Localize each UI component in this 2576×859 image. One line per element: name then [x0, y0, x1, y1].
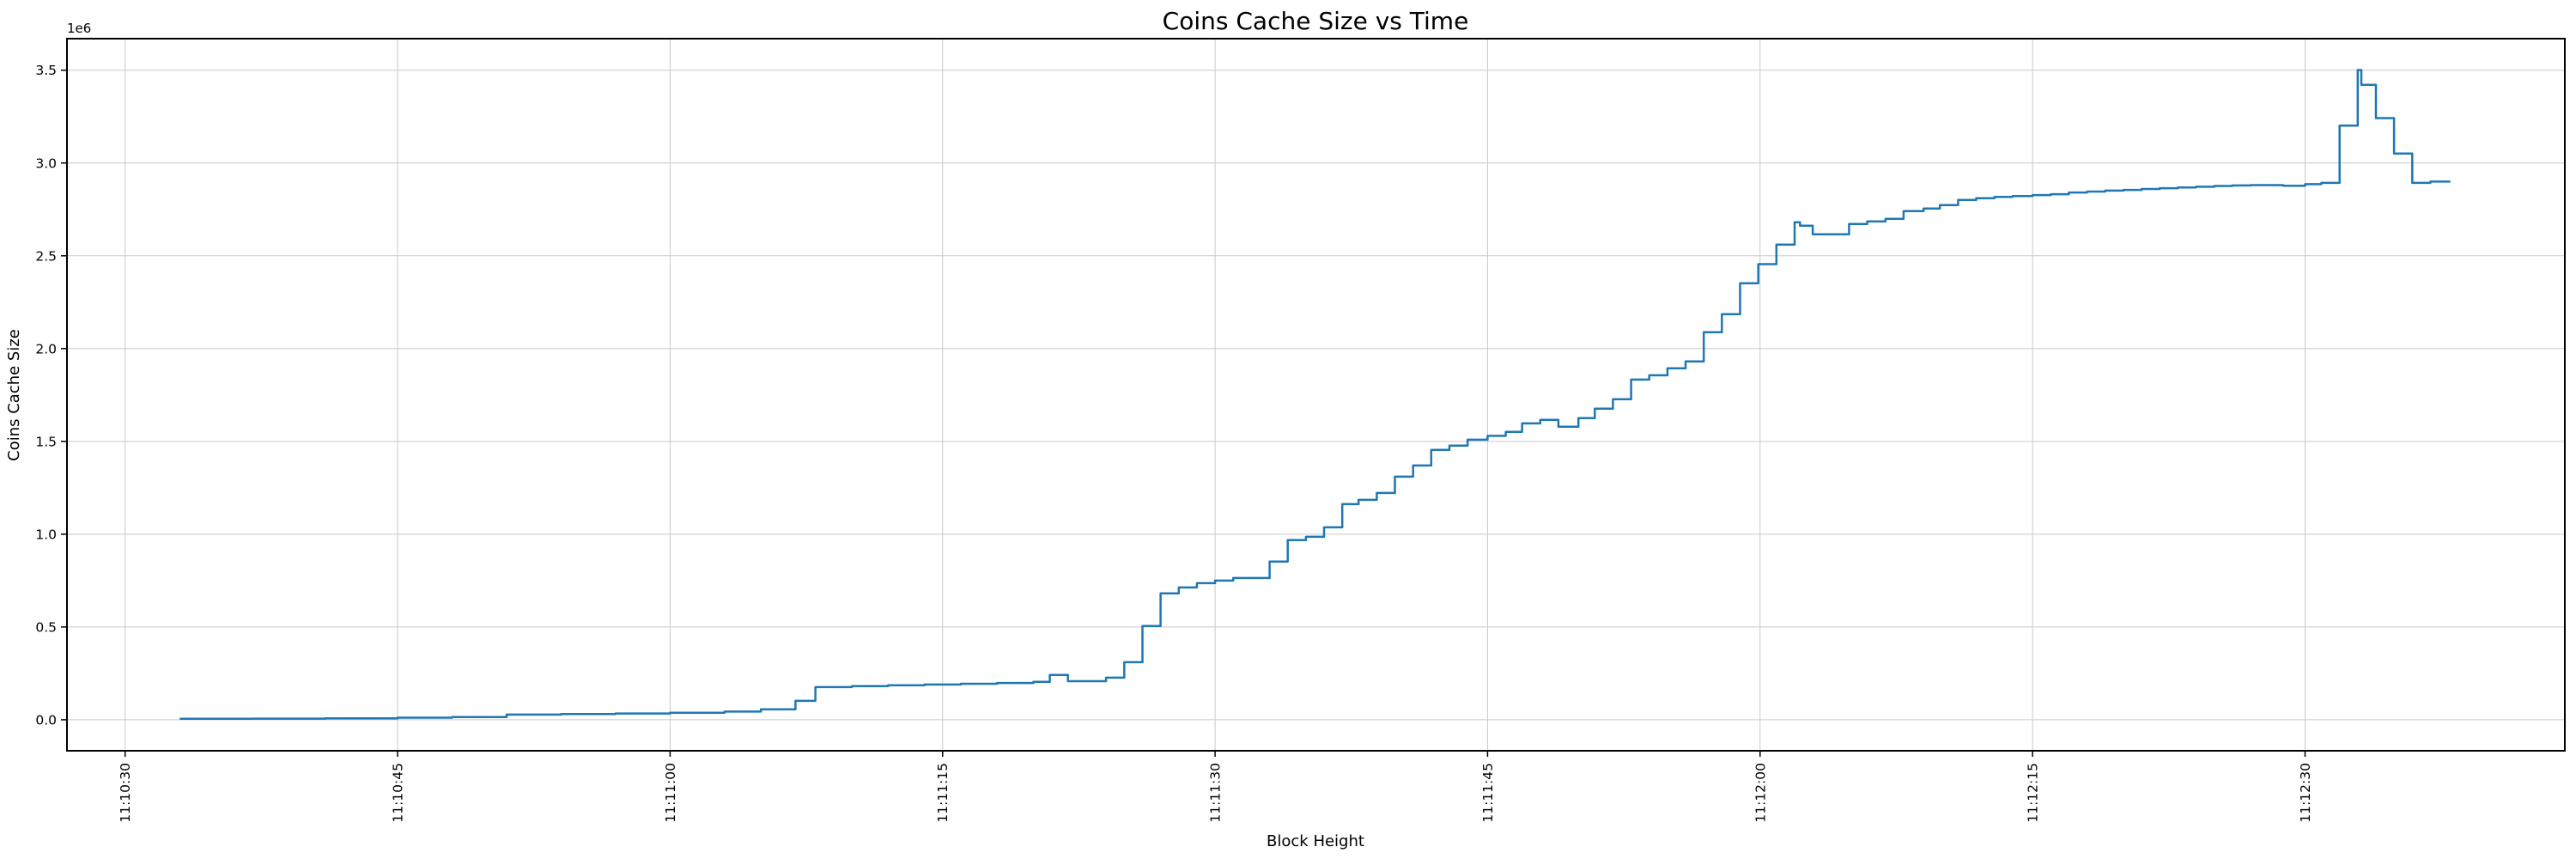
y-tick-label: 0.0 — [35, 712, 57, 728]
y-tick-label: 1.0 — [35, 527, 57, 542]
tick-layer: 11:10:30 11:10:45 11:11:00 11:11:15 11:11:30… — [35, 63, 2313, 822]
x-tick-label: 11:12:15 — [2026, 763, 2041, 823]
series-layer — [179, 69, 2451, 721]
x-tick-label: 11:12:00 — [1753, 763, 1768, 823]
y-tick-label: 1.5 — [35, 434, 57, 449]
y-tick-label: 0.5 — [35, 619, 57, 635]
y-tick-label: 2.0 — [35, 341, 57, 356]
series-line-coins-cache-size — [179, 69, 2451, 721]
y-axis-label: Coins Cache Size — [5, 329, 23, 461]
x-tick-label: 11:11:30 — [1208, 763, 1224, 823]
y-tick-label: 2.5 — [35, 248, 57, 264]
y-tick-label: 3.5 — [35, 63, 57, 78]
y-tick-label: 3.0 — [35, 155, 57, 171]
y-offset-label: 1e6 — [67, 21, 91, 36]
x-tick-label: 11:12:30 — [2298, 763, 2313, 823]
x-tick-label: 11:10:45 — [391, 763, 406, 823]
chart-title: Coins Cache Size vs Time — [1163, 7, 1469, 35]
grid-layer — [67, 39, 2565, 751]
x-axis-label: Block Height — [1267, 832, 1364, 850]
x-tick-label: 11:10:30 — [118, 763, 133, 823]
x-tick-label: 11:11:15 — [935, 763, 951, 823]
x-tick-label: 11:11:00 — [663, 763, 678, 823]
axes-spines — [66, 38, 2566, 752]
x-tick-label: 11:11:45 — [1480, 763, 1496, 823]
